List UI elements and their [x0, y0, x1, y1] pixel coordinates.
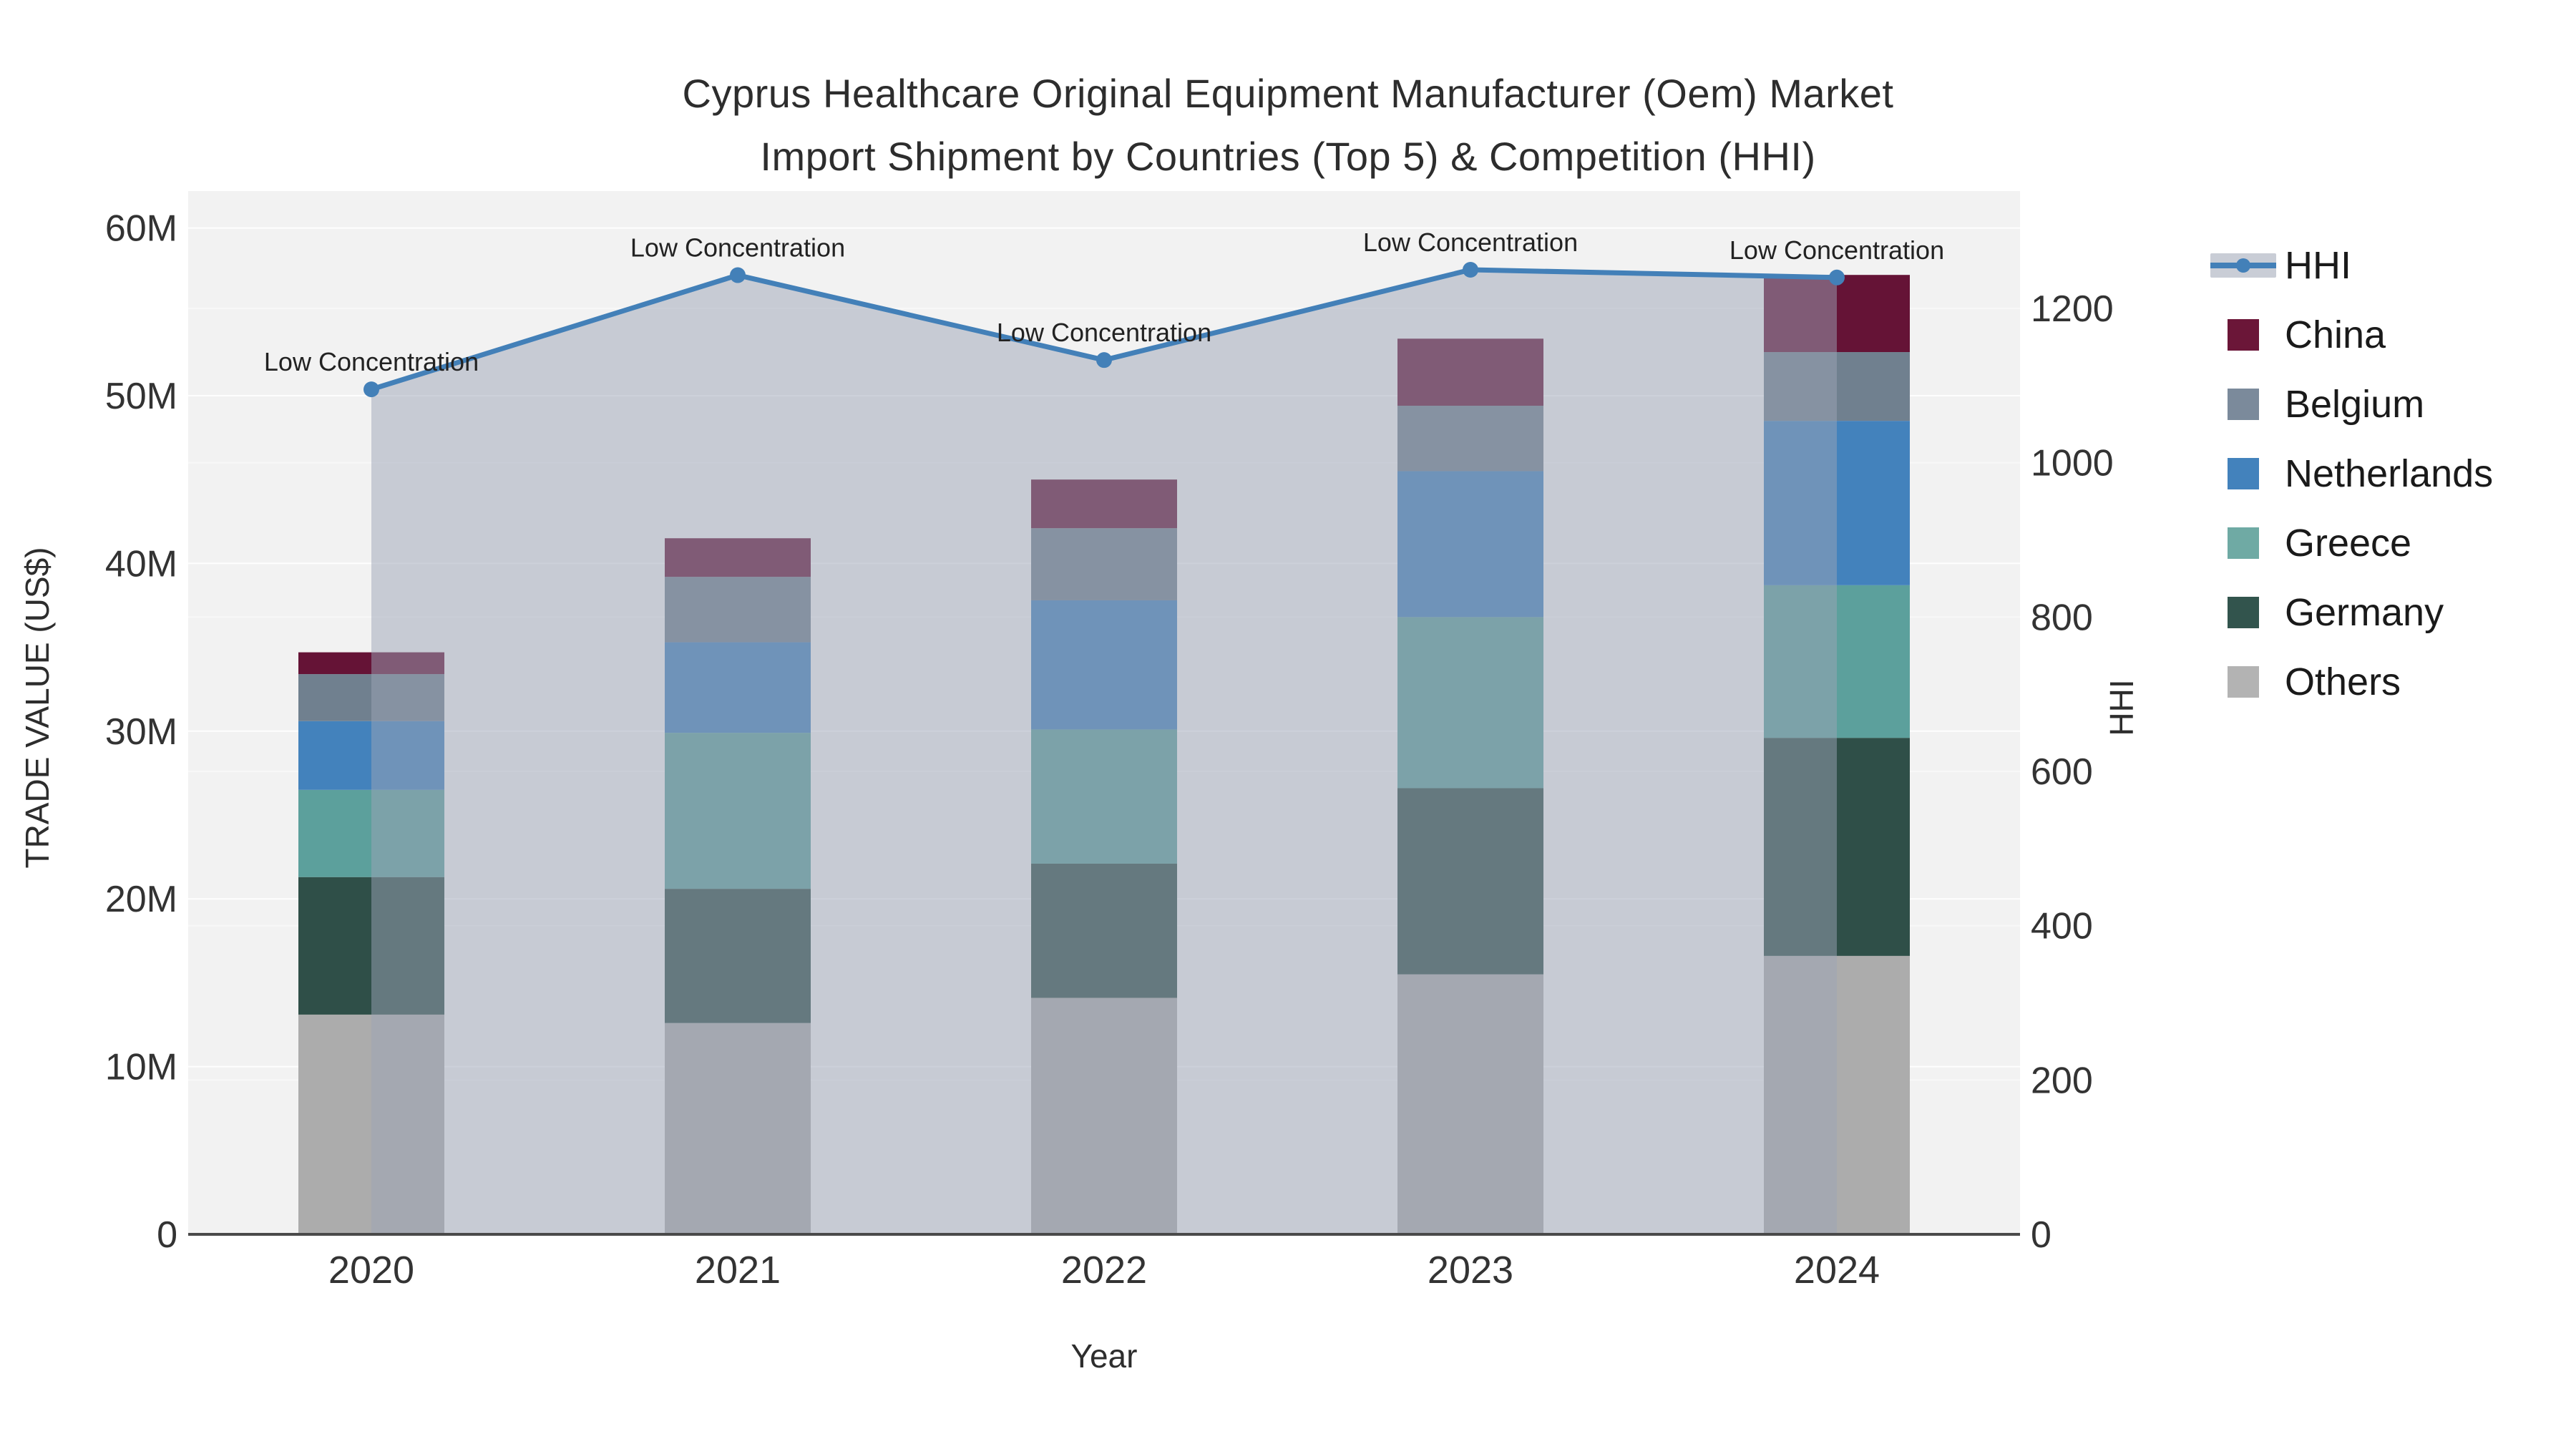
- belgium-swatch-icon: [2207, 388, 2279, 420]
- annotation-2020: Low Concentration: [264, 347, 479, 376]
- x-tick-2021: 2021: [695, 1249, 781, 1292]
- annotation-2022: Low Concentration: [997, 318, 1211, 347]
- x-tick-2020: 2020: [328, 1249, 414, 1292]
- y-right-tick-400: 400: [2031, 906, 2093, 947]
- netherlands-swatch-icon: [2207, 457, 2279, 489]
- legend: HHI China Belgium Netherlands Greece Ger…: [2207, 230, 2576, 716]
- legend-label-belgium: Belgium: [2285, 382, 2425, 426]
- legend-item-others[interactable]: Others: [2207, 647, 2576, 716]
- chart-title-line2: Import Shipment by Countries (Top 5) & C…: [760, 134, 1816, 179]
- y-right-tick-200: 200: [2031, 1060, 2093, 1101]
- y-right-tick-600: 600: [2031, 751, 2093, 793]
- y-left-tick-30M: 30M: [105, 711, 177, 753]
- x-tick-2022: 2022: [1061, 1249, 1147, 1292]
- greece-swatch-icon: [2207, 527, 2279, 559]
- y-left-tick-0: 0: [157, 1214, 177, 1256]
- legend-item-belgium[interactable]: Belgium: [2207, 369, 2576, 439]
- hhi-point-2022: [1096, 352, 1112, 369]
- x-tick-2023: 2023: [1428, 1249, 1513, 1292]
- y-left-tick-10M: 10M: [105, 1047, 177, 1088]
- y-left-tick-40M: 40M: [105, 543, 177, 585]
- y-left-tick-20M: 20M: [105, 879, 177, 920]
- legend-label-china: China: [2285, 313, 2386, 356]
- hhi-point-2020: [364, 381, 379, 398]
- legend-label-netherlands: Netherlands: [2285, 452, 2494, 495]
- legend-item-netherlands[interactable]: Netherlands: [2207, 439, 2576, 508]
- annotation-2021: Low Concentration: [630, 233, 845, 263]
- hhi-point-2024: [1829, 269, 1845, 286]
- legend-item-hhi[interactable]: HHI: [2207, 230, 2576, 300]
- y-right-tick-800: 800: [2031, 597, 2093, 638]
- chart-title-line1: Cyprus Healthcare Original Equipment Man…: [682, 71, 1894, 116]
- legend-item-greece[interactable]: Greece: [2207, 508, 2576, 577]
- germany-swatch-icon: [2207, 596, 2279, 628]
- china-swatch-icon: [2207, 318, 2279, 351]
- x-axis-line: [188, 1233, 2020, 1236]
- y-right-tick-0: 0: [2031, 1214, 2051, 1256]
- y-left-tick-50M: 50M: [105, 376, 177, 417]
- y-right-tick-1000: 1000: [2031, 443, 2114, 484]
- legend-label-others: Others: [2285, 660, 2401, 703]
- legend-label-greece: Greece: [2285, 521, 2412, 565]
- hhi-point-2023: [1463, 261, 1478, 278]
- y-left-tick-60M: 60M: [105, 208, 177, 250]
- hhi-line-swatch-icon: [2207, 253, 2279, 278]
- y-axis-title-right: HHI: [2103, 679, 2140, 736]
- legend-item-germany[interactable]: Germany: [2207, 577, 2576, 647]
- x-axis-title: Year: [1070, 1337, 1138, 1375]
- hhi-point-2021: [730, 267, 746, 283]
- hhi-area-fill: [371, 269, 1837, 1234]
- x-tick-2024: 2024: [1794, 1249, 1880, 1292]
- annotation-2023: Low Concentration: [1363, 228, 1578, 257]
- y-right-tick-1200: 1200: [2031, 288, 2114, 330]
- others-swatch-icon: [2207, 665, 2279, 698]
- legend-label-germany: Germany: [2285, 590, 2444, 634]
- y-axis-title-left: TRADE VALUE (US$): [19, 547, 56, 869]
- legend-label-hhi: HHI: [2285, 243, 2351, 287]
- annotation-2024: Low Concentration: [1729, 235, 1944, 265]
- legend-item-china[interactable]: China: [2207, 300, 2576, 369]
